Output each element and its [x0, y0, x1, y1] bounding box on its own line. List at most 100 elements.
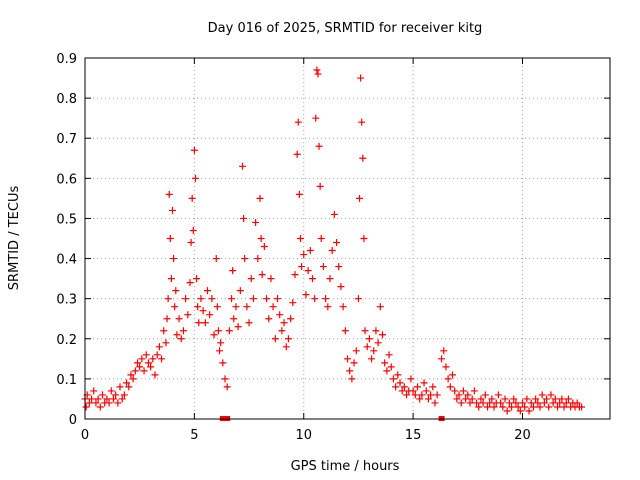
- data-point: [337, 283, 345, 291]
- data-point: [381, 359, 389, 367]
- data-point: [358, 118, 366, 126]
- data-point: [477, 395, 485, 403]
- data-point: [564, 395, 572, 403]
- data-point: [383, 367, 391, 375]
- data-point: [105, 399, 113, 407]
- data-point: [501, 395, 509, 403]
- data-point: [394, 371, 402, 379]
- data-point: [409, 387, 417, 395]
- data-point: [140, 367, 148, 375]
- data-point: [322, 295, 330, 303]
- y-tick-label: 0.5: [56, 212, 77, 227]
- data-point: [94, 395, 102, 403]
- data-point: [82, 403, 90, 411]
- data-point: [488, 395, 496, 403]
- data-point: [431, 399, 439, 407]
- data-point: [127, 371, 135, 379]
- data-point: [274, 295, 281, 303]
- data-point: [163, 315, 171, 323]
- data-point: [370, 347, 378, 355]
- data-point: [221, 375, 229, 383]
- data-point: [400, 383, 408, 391]
- data-point: [118, 395, 126, 403]
- data-point: [103, 395, 111, 403]
- data-point: [510, 395, 518, 403]
- data-point: [208, 295, 216, 303]
- data-point: [138, 355, 146, 363]
- data-point: [184, 311, 192, 319]
- data-point: [182, 295, 190, 303]
- data-point: [313, 66, 321, 74]
- data-point: [293, 150, 301, 158]
- data-point: [109, 395, 117, 403]
- data-point: [549, 399, 557, 407]
- y-tick-label: 0.4: [56, 253, 77, 268]
- data-point: [538, 391, 546, 399]
- data-point: [254, 255, 262, 263]
- data-point: [213, 303, 221, 311]
- data-point: [241, 255, 249, 263]
- data-point: [167, 275, 175, 283]
- data-point: [359, 154, 367, 162]
- data-point: [186, 279, 194, 287]
- data-point: [120, 391, 128, 399]
- data-point: [317, 235, 325, 242]
- data-point: [475, 403, 483, 411]
- data-point: [219, 359, 227, 367]
- data-point: [516, 407, 524, 415]
- data-point: [503, 407, 511, 415]
- data-point: [420, 379, 428, 387]
- data-point: [547, 391, 555, 399]
- data-point: [177, 335, 185, 343]
- data-point: [314, 70, 322, 78]
- data-point: [190, 146, 198, 154]
- data-point: [356, 194, 364, 202]
- data-point: [372, 327, 380, 335]
- data-point: [532, 395, 540, 403]
- data-point: [302, 291, 310, 299]
- data-point: [289, 299, 297, 307]
- data-point: [236, 287, 244, 295]
- data-point: [280, 319, 288, 327]
- data-point: [521, 403, 529, 411]
- data-point: [466, 399, 474, 407]
- data-point: [389, 375, 397, 383]
- data-point: [191, 174, 199, 182]
- data-point: [88, 395, 96, 403]
- data-point: [527, 399, 535, 407]
- data-point: [350, 359, 358, 367]
- data-point: [312, 114, 320, 122]
- data-point: [294, 118, 302, 126]
- data-point: [374, 339, 382, 347]
- data-point: [486, 399, 494, 407]
- data-point: [217, 339, 225, 347]
- y-tick-label: 0: [69, 413, 77, 428]
- data-point: [484, 403, 491, 411]
- data-point: [228, 295, 236, 303]
- data-point: [490, 403, 498, 411]
- data-point: [464, 391, 472, 399]
- y-tick-label: 0.6: [56, 172, 77, 187]
- data-point: [348, 375, 356, 383]
- data-point: [309, 275, 316, 283]
- data-point: [206, 311, 214, 319]
- data-point: [403, 391, 411, 399]
- data-point: [438, 355, 446, 363]
- data-point: [481, 391, 489, 399]
- data-point: [315, 142, 323, 150]
- data-point: [187, 239, 195, 247]
- data-point: [545, 403, 553, 411]
- data-point: [225, 327, 233, 335]
- y-tick-label: 0.9: [56, 52, 77, 67]
- data-point: [92, 399, 100, 407]
- data-point: [328, 247, 336, 255]
- data-point: [114, 399, 122, 407]
- data-point: [554, 403, 561, 411]
- data-point: [243, 303, 251, 311]
- x-tick-label: 20: [514, 428, 531, 443]
- data-point: [271, 335, 279, 343]
- data-point: [193, 275, 201, 283]
- data-point: [265, 315, 273, 323]
- data-point: [287, 315, 295, 323]
- data-point: [188, 194, 196, 202]
